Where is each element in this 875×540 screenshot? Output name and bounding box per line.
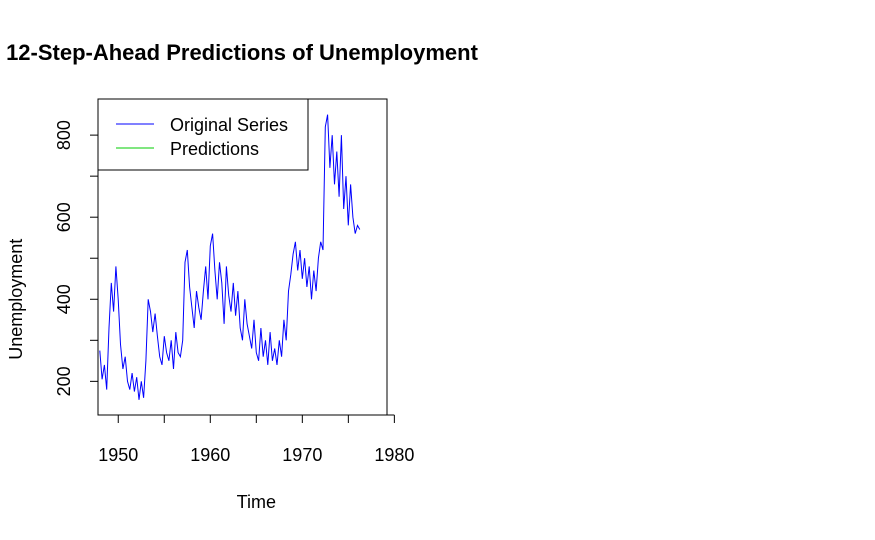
- y-tick-label: 400: [54, 284, 74, 314]
- y-axis: 200 400 600 800: [54, 120, 98, 396]
- series-line-original-series: [99, 114, 361, 400]
- x-tick-label: 1950: [98, 445, 138, 465]
- y-tick-label: 600: [54, 202, 74, 232]
- legend-box: [97, 98, 309, 171]
- x-axis-label: Time: [237, 492, 276, 512]
- x-tick-label: 1960: [190, 445, 230, 465]
- y-axis-label: Unemployment: [6, 239, 26, 360]
- legend-label: Original Series: [170, 115, 288, 135]
- series-layer: [99, 114, 361, 400]
- x-axis: 1950 1960 1970 1980: [98, 414, 414, 465]
- y-tick-label: 800: [54, 120, 74, 150]
- x-tick-label: 1970: [282, 445, 322, 465]
- x-tick-label: 1980: [374, 445, 414, 465]
- legend-label: Predictions: [170, 139, 259, 159]
- chart-title: 12-Step-Ahead Predictions of Unemploymen…: [6, 40, 479, 65]
- legend: Original Series Predictions: [97, 98, 309, 171]
- y-tick-label: 200: [54, 366, 74, 396]
